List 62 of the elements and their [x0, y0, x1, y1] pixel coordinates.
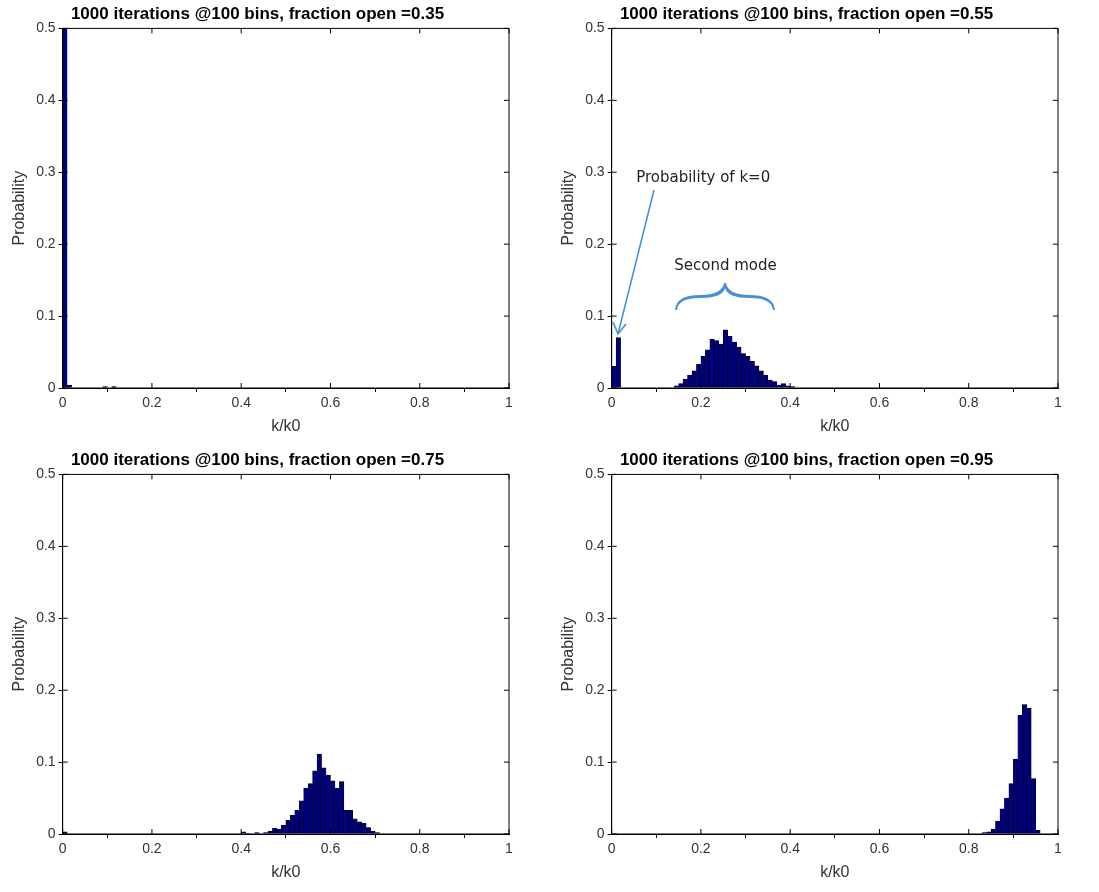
annotation: Probability of k=0	[636, 167, 771, 186]
y-tick-label: 0.2	[585, 681, 605, 698]
y-tick-label: 0	[47, 824, 56, 841]
x-axis-title: k/k0	[271, 862, 301, 880]
x-axis-title: k/k0	[820, 416, 850, 434]
annotation: Second mode	[674, 255, 777, 274]
y-tick-label: 0.3	[585, 163, 605, 180]
x-tick-label: 0.4	[231, 840, 252, 857]
y-tick-label: 0.4	[585, 91, 605, 108]
x-tick-label: 0.6	[320, 840, 341, 857]
y-tick-label: 0.5	[36, 19, 56, 36]
y-tick-label: 0.4	[36, 537, 56, 554]
x-tick-label: 0.2	[142, 840, 162, 857]
y-tick-label: 0.1	[36, 306, 56, 323]
y-tick-label: 0	[596, 824, 605, 841]
y-axis-title: Probability	[10, 170, 28, 246]
y-tick-label: 0.1	[36, 752, 56, 769]
y-tick-label: 0.1	[585, 306, 605, 323]
y-tick-label: 0.4	[585, 537, 605, 554]
x-tick-label: 0	[607, 840, 616, 857]
y-tick-label: 0.2	[36, 235, 56, 252]
chart-title: 1000 iterations @100 bins, fraction open =0.95	[619, 449, 994, 469]
y-tick-label: 0.5	[585, 465, 605, 482]
y-tick-label: 0.5	[36, 465, 56, 482]
x-axis-title: k/k0	[820, 862, 850, 880]
y-tick-label: 0.5	[585, 19, 605, 36]
x-tick-label: 0.2	[142, 394, 162, 411]
x-tick-label: 1	[1054, 394, 1063, 411]
x-tick-label: 0.4	[231, 394, 252, 411]
x-tick-label: 0.4	[780, 840, 801, 857]
x-tick-label: 0.6	[869, 840, 890, 857]
y-axis-title: Probability	[10, 616, 28, 692]
x-tick-label: 0.8	[410, 840, 430, 857]
x-tick-label: 0.6	[869, 394, 890, 411]
y-axis-title: Probability	[559, 170, 577, 246]
x-tick-label: 0	[58, 394, 67, 411]
x-tick-label: 0.8	[959, 840, 979, 857]
x-tick-label: 1	[505, 840, 514, 857]
y-tick-label: 0.2	[585, 235, 605, 252]
x-axis-title: k/k0	[271, 416, 301, 434]
x-tick-label: 0.8	[410, 394, 430, 411]
x-tick-label: 0	[607, 394, 616, 411]
x-tick-label: 0	[58, 840, 67, 857]
y-axis-title: Probability	[559, 616, 577, 692]
chart-title: 1000 iterations @100 bins, fraction open =0.75	[70, 449, 445, 469]
y-tick-label: 0.2	[36, 681, 56, 698]
x-tick-label: 0.8	[959, 394, 979, 411]
x-tick-label: 0.4	[780, 394, 801, 411]
x-tick-label: 0.6	[320, 394, 341, 411]
y-tick-label: 0.3	[585, 609, 605, 626]
y-tick-label: 0.4	[36, 91, 56, 108]
x-tick-label: 0.2	[691, 394, 711, 411]
x-tick-label: 0.2	[691, 840, 711, 857]
chart-title: 1000 iterations @100 bins, fraction open =0.35	[70, 3, 445, 23]
chart-title: 1000 iterations @100 bins, fraction open =0.55	[619, 3, 994, 23]
y-tick-label: 0	[47, 378, 56, 395]
y-tick-label: 0.1	[585, 752, 605, 769]
y-tick-label: 0.3	[36, 609, 56, 626]
x-tick-label: 1	[1054, 840, 1063, 857]
y-tick-label: 0.3	[36, 163, 56, 180]
x-tick-label: 1	[505, 394, 514, 411]
y-tick-label: 0	[596, 378, 605, 395]
